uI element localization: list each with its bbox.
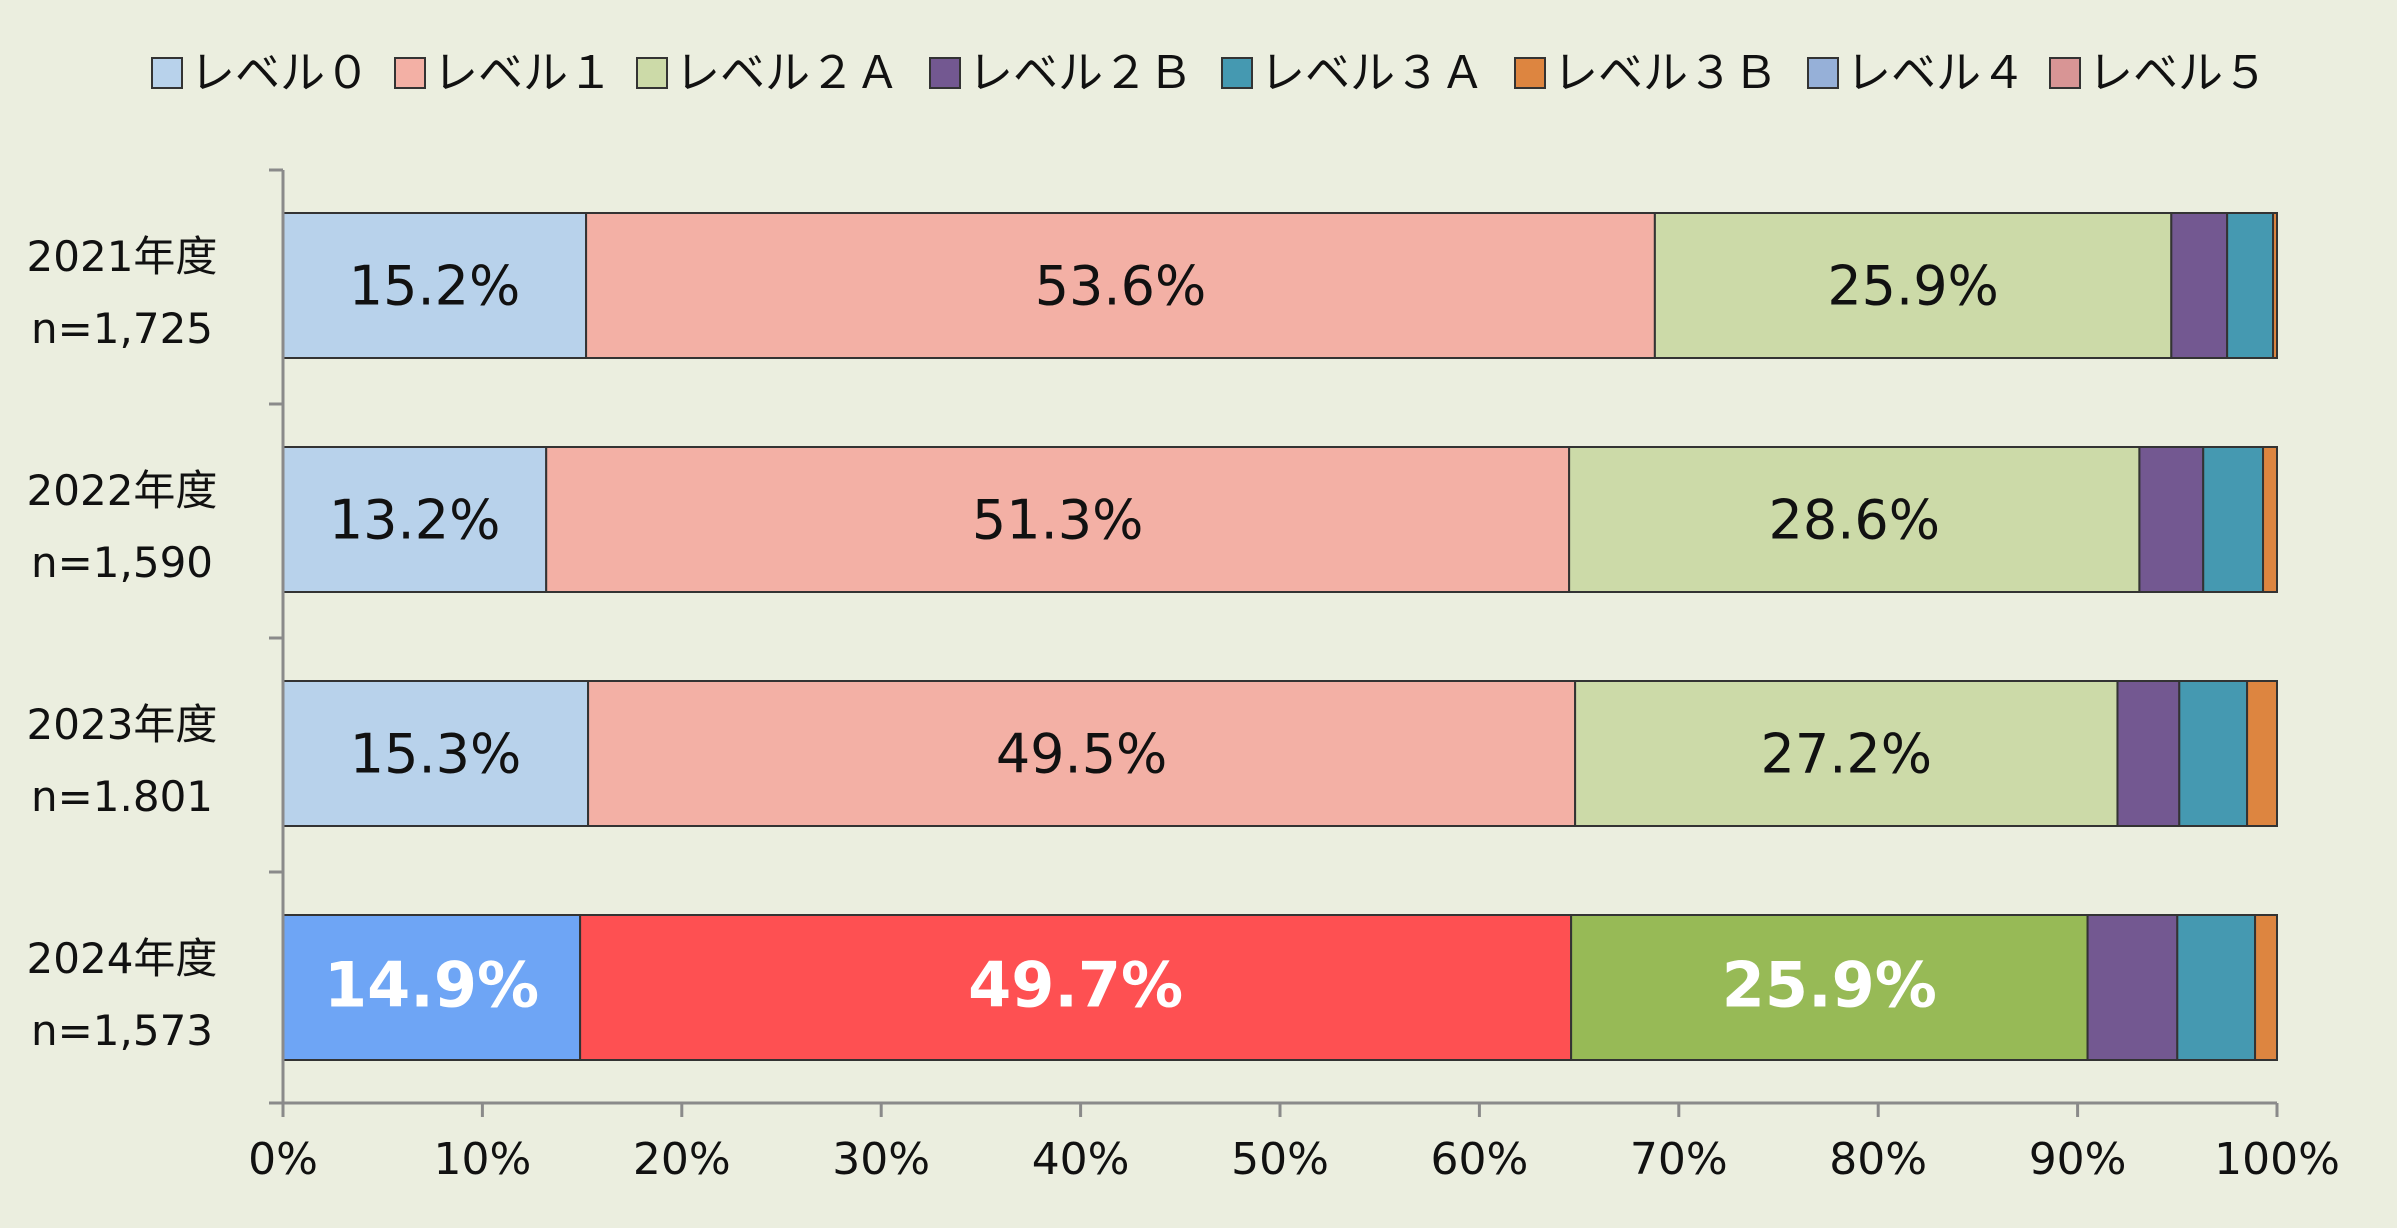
data-label-2-1: 49.5% (996, 723, 1168, 786)
legend-label-2: レベル２Ａ (675, 46, 900, 99)
x-tick-label-0: 0% (248, 1134, 318, 1185)
bar-segment-2-0 (282, 680, 590, 827)
category-year-3: 2024年度 (27, 934, 218, 983)
legend-swatch-3 (929, 57, 961, 89)
bar-segment-2-2 (1574, 680, 2119, 827)
legend: レベル０ レベル１ レベル２Ａ レベル２Ｂ レベル３Ａ レベル３Ｂ レベル４ レベル５ (151, 46, 2268, 99)
x-tick-label-5: 50% (1231, 1134, 1329, 1185)
bar-segment-0-3 (2170, 212, 2229, 359)
x-tick-label-6: 60% (1431, 1134, 1529, 1185)
category-year-0: 2021年度 (27, 232, 218, 281)
data-label-0-2: 25.9% (1827, 255, 1999, 318)
data-label-3-0: 14.9% (324, 949, 539, 1022)
legend-swatch-2 (636, 57, 668, 89)
bar-segment-1-1 (545, 446, 1571, 593)
bar-segment-3-2 (1570, 914, 2089, 1061)
bar-segment-3-0 (282, 914, 582, 1061)
bar-segment-0-1 (585, 212, 1656, 359)
data-label-1-2: 28.6% (1768, 489, 1940, 552)
bar-segment-2-5 (2246, 680, 2279, 827)
legend-label-0: レベル０ (190, 46, 370, 99)
legend-swatch-6 (1807, 57, 1839, 89)
legend-swatch-5 (1514, 57, 1546, 89)
bar-segment-3-4 (2176, 914, 2257, 1061)
data-label-3-2: 25.9% (1722, 949, 1937, 1022)
x-tick-label-7: 70% (1630, 1134, 1728, 1185)
bar-segment-2-4 (2178, 680, 2249, 827)
bar-segment-2-3 (2116, 680, 2181, 827)
data-label-2-2: 27.2% (1761, 723, 1933, 786)
category-n-0: n=1,725 (31, 304, 213, 353)
category-n-1: n=1,590 (31, 538, 213, 587)
x-tick-label-3: 30% (832, 1134, 930, 1185)
x-tick-label-4: 40% (1032, 1134, 1130, 1185)
bar-segment-2-1 (587, 680, 1577, 827)
x-tick-label-1: 10% (434, 1134, 532, 1185)
axes: 2021年度 n=1,725 2022年度 n=1,590 2023年度 n=1.801 2… (27, 168, 2340, 1185)
legend-swatch-0 (151, 57, 183, 89)
legend-label-5: レベル３Ｂ (1553, 46, 1778, 99)
x-tick-label-8: 80% (1829, 1134, 1927, 1185)
legend-swatch-1 (394, 57, 426, 89)
legend-label-6: レベル４ (1846, 46, 2026, 99)
category-year-2: 2023年度 (27, 700, 218, 749)
x-tick-label-2: 20% (633, 1134, 731, 1185)
bars: 15.2% 53.6% 25.9% 13.2% 51.3% 28.6% 15.3% 49.5%… (282, 212, 2279, 1061)
category-year-1: 2022年度 (27, 466, 218, 515)
category-n-2: n=1.801 (31, 772, 213, 821)
data-label-1-0: 13.2% (329, 489, 501, 552)
x-tick-label-10: 100% (2214, 1134, 2340, 1185)
bar-segment-0-0 (282, 212, 588, 359)
x-tick-label-9: 90% (2029, 1134, 2127, 1185)
bar-segment-1-2 (1568, 446, 2141, 593)
data-label-0-1: 53.6% (1035, 255, 1207, 318)
legend-label-4: レベル３Ａ (1260, 46, 1485, 99)
bar-segment-0-5 (2272, 212, 2278, 359)
data-label-3-1: 49.7% (968, 949, 1183, 1022)
legend-swatch-4 (1221, 57, 1253, 89)
data-label-0-0: 15.2% (349, 255, 521, 318)
legend-label-1: レベル１ (433, 46, 613, 99)
bar-segment-3-5 (2254, 914, 2278, 1061)
bar-segment-1-0 (282, 446, 548, 593)
category-n-3: n=1,573 (31, 1006, 213, 1055)
bar-segment-1-3 (2138, 446, 2205, 593)
bar-segment-0-4 (2226, 212, 2275, 359)
legend-swatch-7 (2049, 57, 2081, 89)
bar-segment-0-2 (1653, 212, 2173, 359)
bar-segment-3-3 (2086, 914, 2179, 1061)
legend-label-3: レベル２Ｂ (968, 46, 1193, 99)
legend-label-7: レベル５ (2088, 46, 2268, 99)
bar-segment-1-4 (2202, 446, 2265, 593)
data-label-2-0: 15.3% (350, 723, 522, 786)
bar-segment-1-5 (2262, 446, 2278, 593)
data-label-1-1: 51.3% (972, 489, 1144, 552)
